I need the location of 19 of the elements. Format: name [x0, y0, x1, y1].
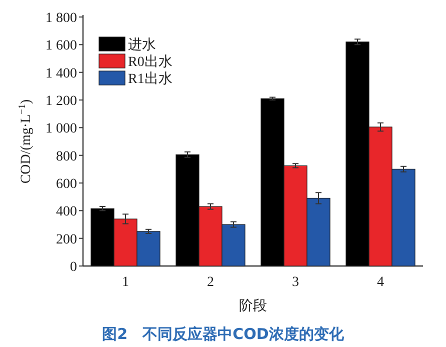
- legend-label: R0出水: [128, 54, 172, 70]
- legend-label: R1出水: [128, 71, 172, 87]
- x-axis-title: 阶段: [239, 298, 267, 314]
- y-tick-label: 0: [70, 260, 77, 275]
- y-tick-label: 400: [56, 204, 77, 220]
- legend-label: 进水: [128, 37, 156, 53]
- x-tick-label: 3: [292, 275, 299, 290]
- y-tick-label: 1 000: [46, 122, 77, 137]
- text: 图2 不同反应器中COD浓度的变化: [102, 325, 345, 343]
- y-tick-label: 1 800: [46, 11, 77, 26]
- y-tick-label: 1 600: [46, 38, 77, 54]
- x-tick-label: 1: [122, 275, 129, 290]
- y-tick-label: 200: [56, 232, 77, 248]
- x-tick-label: 4: [377, 275, 384, 290]
- y-tick-label: 1 200: [46, 94, 77, 109]
- x-tick-label: 2: [207, 275, 214, 290]
- y-tick-label: 600: [56, 177, 77, 192]
- y-tick-label: 1 400: [46, 66, 77, 82]
- y-tick-label: 800: [56, 149, 77, 164]
